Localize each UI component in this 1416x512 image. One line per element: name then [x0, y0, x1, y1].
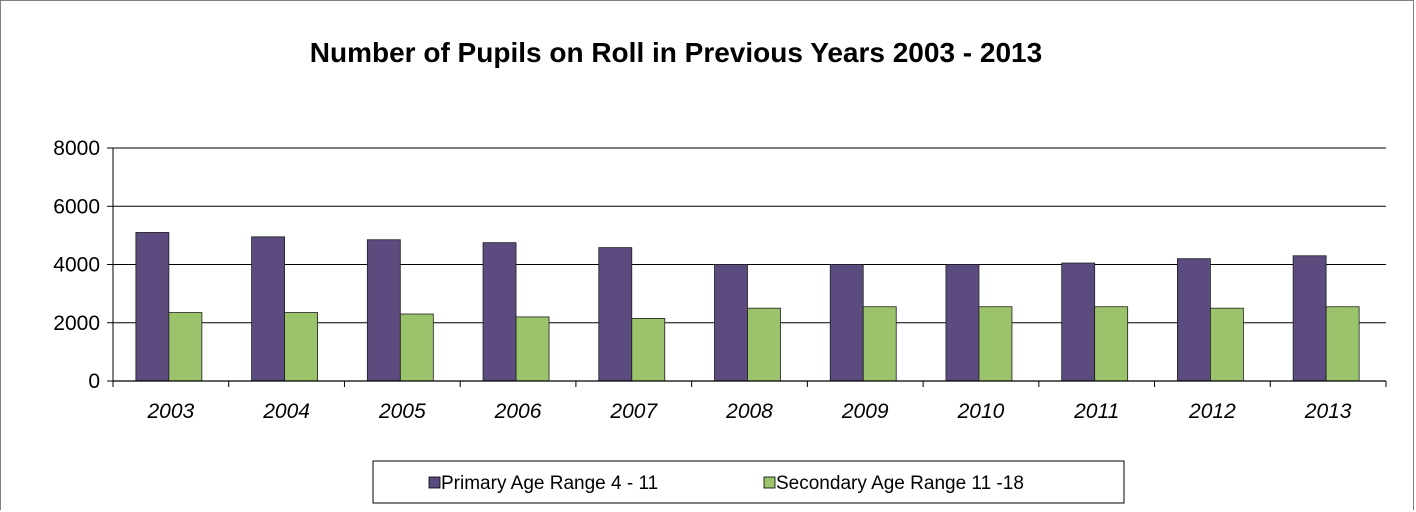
- bar-secondary-2012: [1210, 307, 1244, 382]
- axes: [112, 148, 1387, 387]
- bar-primary-2007: [598, 247, 633, 382]
- y-tick-label: 8000: [53, 137, 100, 160]
- bar-secondary-2009: [862, 306, 897, 382]
- bar-primary-2003: [135, 232, 170, 382]
- x-tick-label: 2006: [494, 400, 542, 423]
- bar-primary-2013: [1292, 255, 1327, 382]
- legend-label-secondary: Secondary Age Range 11 -18: [776, 473, 1024, 494]
- y-tick-label: 6000: [53, 195, 100, 218]
- legend: Primary Age Range 4 - 11 Secondary Age R…: [372, 460, 1125, 504]
- bar-secondary-2013: [1325, 306, 1360, 382]
- bar-secondary-2008: [747, 307, 781, 382]
- bar-primary-2009: [829, 264, 864, 382]
- bar-primary-2004: [251, 236, 285, 382]
- y-tick-label: 2000: [53, 312, 100, 335]
- bar-secondary-2011: [1094, 306, 1129, 382]
- bar-secondary-2006: [515, 316, 550, 382]
- bar-secondary-2005: [399, 313, 434, 382]
- x-tick-label: 2013: [1304, 400, 1352, 423]
- x-tick-label: 2010: [957, 400, 1005, 423]
- x-tick-label: 2009: [841, 400, 889, 423]
- x-tick-label: 2007: [609, 400, 658, 423]
- bar-primary-2011: [1061, 262, 1096, 382]
- bars: [135, 232, 1360, 382]
- chart-title: Number of Pupils on Roll in Previous Yea…: [310, 37, 1042, 68]
- bar-secondary-2010: [978, 306, 1013, 382]
- legend-label-primary: Primary Age Range 4 - 11: [441, 473, 658, 494]
- x-tick-label: 2004: [262, 400, 310, 423]
- x-tick-label: 2003: [147, 400, 195, 423]
- x-tick-label: 2008: [725, 400, 773, 423]
- x-tick-label: 2012: [1188, 400, 1236, 423]
- y-tick-label: 4000: [53, 254, 100, 277]
- bar-primary-2005: [366, 239, 401, 382]
- bar-secondary-2004: [284, 312, 318, 382]
- bar-primary-2008: [714, 264, 748, 382]
- x-tick-labels: 2003 2004 2005 2006 2007 2008 2009 2010 2011 2012…: [147, 400, 1352, 423]
- legend-swatch-primary: [428, 476, 441, 489]
- bar-primary-2010: [945, 264, 980, 382]
- bar-secondary-2007: [631, 317, 666, 382]
- x-tick-label: 2011: [1073, 400, 1119, 423]
- y-tick-label: 0: [88, 370, 100, 393]
- bar-primary-2006: [482, 242, 517, 382]
- x-tick-label: 2005: [378, 400, 426, 423]
- legend-box: [372, 460, 1125, 504]
- bar-secondary-2003: [168, 312, 203, 382]
- legend-swatch-secondary: [763, 476, 776, 489]
- y-tick-labels: 0 2000 4000 6000 8000: [53, 137, 100, 393]
- bar-primary-2012: [1177, 258, 1211, 382]
